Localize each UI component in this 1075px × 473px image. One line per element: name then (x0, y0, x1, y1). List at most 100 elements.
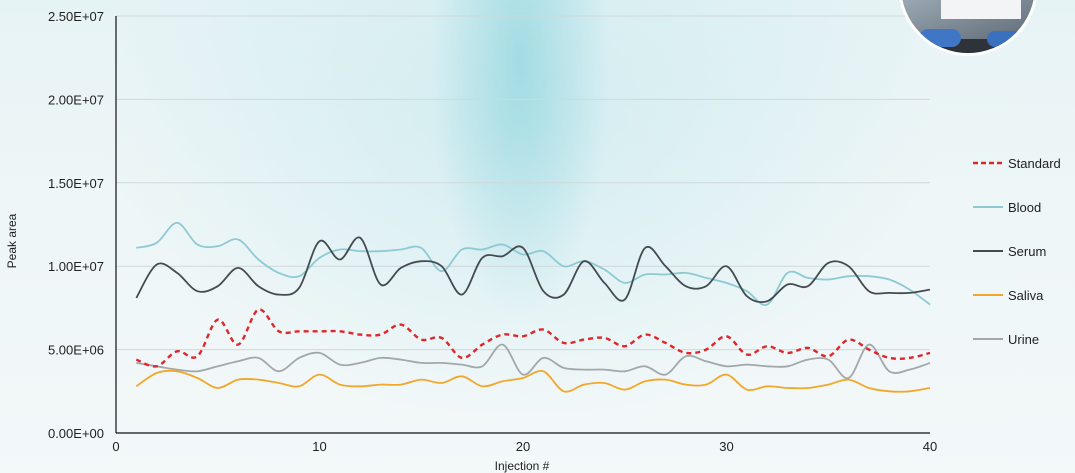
point-saliva-4 (195, 376, 199, 380)
point-urine-21 (541, 356, 545, 360)
series-line-urine (136, 343, 931, 379)
x-tick-label-3: 30 (719, 439, 733, 454)
point-serum-2 (155, 262, 159, 266)
point-blood-18 (480, 247, 484, 251)
point-standard-36 (846, 337, 850, 341)
point-saliva-6 (236, 377, 240, 381)
point-blood-9 (297, 274, 301, 278)
y-tick-label-1: 5.00E+06 (48, 343, 104, 358)
point-blood-37 (867, 274, 871, 278)
point-saliva-27 (663, 377, 667, 381)
point-saliva-8 (277, 381, 281, 385)
point-blood-27 (663, 272, 667, 276)
lab-photo-badge (898, 0, 1038, 56)
point-standard-40 (928, 351, 932, 355)
point-saliva-11 (338, 382, 342, 386)
point-urine-38 (887, 369, 891, 373)
point-blood-14 (399, 247, 403, 251)
point-saliva-7 (256, 377, 260, 381)
point-serum-39 (907, 291, 911, 295)
legend-item-serum: Serum (973, 244, 1046, 259)
point-standard-22 (562, 341, 566, 345)
y-tick-label-4: 2.00E+07 (48, 92, 104, 107)
point-serum-16 (439, 264, 443, 268)
point-saliva-37 (867, 386, 871, 390)
point-blood-7 (256, 257, 260, 261)
point-serum-26 (643, 246, 647, 250)
point-serum-10 (317, 239, 321, 243)
point-blood-31 (745, 289, 749, 293)
point-blood-3 (175, 221, 179, 225)
point-standard-30 (724, 334, 728, 338)
point-blood-25 (623, 281, 627, 285)
legend-item-saliva: Saliva (973, 288, 1044, 303)
y-tick-label-0: 0.00E+00 (48, 426, 104, 441)
point-serum-7 (256, 284, 260, 288)
point-standard-35 (826, 354, 830, 358)
point-serum-37 (867, 289, 871, 293)
point-saliva-19 (500, 379, 504, 383)
point-standard-13 (378, 332, 382, 336)
point-serum-15 (419, 259, 423, 263)
point-saliva-22 (562, 389, 566, 393)
point-standard-34 (806, 346, 810, 350)
point-standard-26 (643, 332, 647, 336)
point-saliva-34 (806, 386, 810, 390)
y-axis-label: Peak area (5, 213, 19, 268)
point-blood-4 (195, 242, 199, 246)
series-blood (136, 221, 932, 306)
point-saliva-28 (684, 382, 688, 386)
point-standard-37 (867, 347, 871, 351)
point-urine-22 (562, 366, 566, 370)
y-tick-label-3: 1.50E+07 (48, 176, 104, 191)
point-saliva-38 (887, 389, 891, 393)
point-saliva-30 (724, 372, 728, 376)
point-urine-14 (399, 357, 403, 361)
point-urine-26 (643, 364, 647, 368)
point-blood-22 (562, 264, 566, 268)
point-saliva-24 (602, 381, 606, 385)
point-blood-13 (378, 249, 382, 253)
point-urine-23 (582, 367, 586, 371)
point-standard-33 (785, 351, 789, 355)
point-blood-28 (684, 271, 688, 275)
point-blood-34 (806, 276, 810, 280)
point-serum-13 (378, 282, 382, 286)
point-blood-21 (541, 249, 545, 253)
point-standard-29 (704, 347, 708, 351)
point-saliva-5 (216, 386, 220, 390)
point-serum-25 (623, 297, 627, 301)
point-standard-20 (521, 334, 525, 338)
point-standard-1 (134, 357, 138, 361)
point-serum-27 (663, 264, 667, 268)
point-urine-6 (236, 359, 240, 363)
series-line-saliva (135, 369, 931, 393)
point-saliva-36 (846, 377, 850, 381)
legend-label-serum: Serum (1008, 244, 1046, 259)
point-urine-12 (358, 361, 362, 365)
point-serum-1 (134, 296, 138, 300)
point-serum-18 (480, 256, 484, 260)
point-standard-14 (399, 322, 403, 326)
point-saliva-15 (419, 377, 423, 381)
point-serum-32 (765, 299, 769, 303)
point-blood-19 (500, 242, 504, 246)
axes (115, 16, 930, 434)
point-urine-9 (297, 356, 301, 360)
point-standard-23 (582, 337, 586, 341)
point-saliva-10 (317, 372, 321, 376)
x-tick-label-2: 20 (516, 439, 530, 454)
x-tick-label-0: 0 (112, 439, 119, 454)
point-standard-12 (358, 332, 362, 336)
point-saliva-9 (297, 384, 301, 388)
point-blood-10 (317, 256, 321, 260)
point-standard-32 (765, 344, 769, 348)
point-urine-29 (704, 359, 708, 363)
point-standard-39 (907, 356, 911, 360)
series-standard (134, 308, 932, 368)
point-blood-40 (928, 302, 932, 306)
point-serum-3 (175, 271, 179, 275)
point-urine-7 (256, 356, 260, 360)
point-serum-21 (541, 289, 545, 293)
point-standard-16 (439, 336, 443, 340)
